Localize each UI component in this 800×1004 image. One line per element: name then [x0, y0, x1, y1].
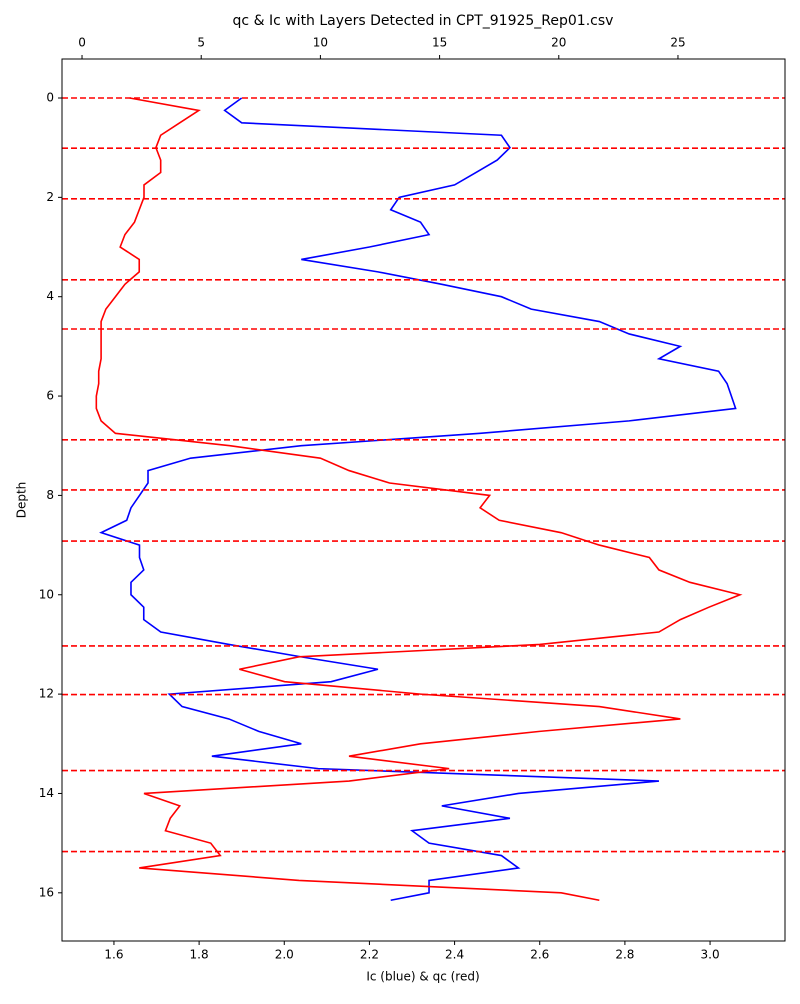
- x-tick-label: 1.6: [104, 948, 123, 962]
- x-tick-label: 3.0: [701, 948, 720, 962]
- x2-tick-label: 25: [670, 36, 685, 50]
- y-tick-label: 10: [39, 587, 54, 601]
- y-tick-label: 8: [46, 488, 54, 502]
- chart-title: qc & Ic with Layers Detected in CPT_9192…: [233, 13, 614, 29]
- x-tick-label: 1.8: [190, 948, 209, 962]
- y-tick-label: 4: [46, 289, 54, 303]
- x2-tick-label: 20: [551, 36, 566, 50]
- x-axis-label: Ic (blue) & qc (red): [366, 970, 479, 984]
- y-tick-label: 14: [39, 786, 54, 800]
- x2-tick-label: 5: [197, 36, 205, 50]
- x2-tick-label: 0: [78, 36, 86, 50]
- y-axis-label: Depth: [15, 482, 29, 519]
- y-tick-label: 12: [39, 687, 54, 701]
- data-line: [99, 97, 737, 902]
- y-tick-label: 2: [46, 190, 54, 204]
- x-tick-label: 2.6: [530, 948, 549, 962]
- plot-frame: [61, 58, 786, 942]
- x2-tick-label: 15: [432, 36, 447, 50]
- x-tick-label: 2.2: [360, 948, 379, 962]
- x-tick-label: 2.8: [615, 948, 634, 962]
- x-tick-label: 2.4: [445, 948, 464, 962]
- x2-tick-label: 10: [313, 36, 328, 50]
- y-tick-label: 16: [39, 885, 54, 899]
- y-tick-label: 0: [46, 90, 54, 104]
- y-tick-label: 6: [46, 389, 54, 403]
- x-tick-label: 2.0: [275, 948, 294, 962]
